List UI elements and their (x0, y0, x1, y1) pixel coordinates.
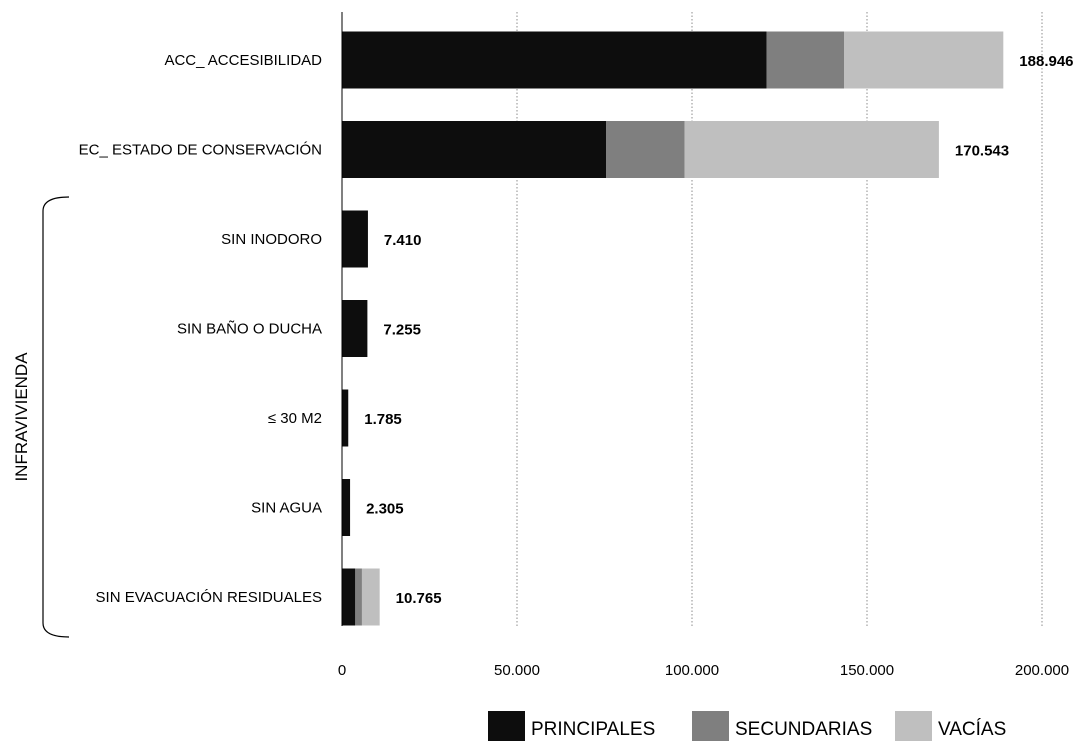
total-label-0: 188.946 (1019, 53, 1073, 70)
group-bracket: INFRAVIVIENDA (12, 197, 69, 637)
x-tick-label-0: 0 (338, 662, 346, 679)
legend-label-1: SECUNDARIAS (735, 719, 872, 740)
category-label-4: ≤ 30 M2 (268, 410, 322, 427)
x-tick-labels: 0 50.000 100.000 150.000 200.000 (338, 662, 1069, 679)
total-label-4: 1.785 (364, 411, 402, 428)
x-tick-label-4: 200.000 (1015, 662, 1069, 679)
bar-1-0 (342, 121, 606, 178)
category-label-0: ACC_ ACCESIBILIDAD (164, 52, 322, 69)
category-label-3: SIN BAÑO O DUCHA (177, 321, 322, 338)
x-tick-label-1: 50.000 (494, 662, 540, 679)
legend-swatch-1 (692, 711, 729, 741)
bar-5-0 (342, 479, 350, 536)
legend-swatch-2 (895, 711, 932, 741)
legend: PRINCIPALES SECUNDARIAS VACÍAS (488, 711, 1006, 741)
category-label-2: SIN INODORO (221, 231, 322, 248)
group-bracket-line (43, 197, 69, 637)
total-label-1: 170.543 (955, 143, 1009, 160)
category-labels: ACC_ ACCESIBILIDAD EC_ ESTADO DE CONSERVA… (79, 52, 323, 606)
group-label: INFRAVIVIENDA (12, 352, 31, 482)
bar-4-0 (342, 390, 348, 447)
bar-0-0 (342, 32, 767, 89)
bar-2-0 (342, 211, 368, 268)
category-label-1: EC_ ESTADO DE CONSERVACIÓN (79, 142, 322, 159)
bar-0-2 (844, 32, 1003, 89)
category-label-6: SIN EVACUACIÓN RESIDUALES (96, 589, 322, 606)
total-label-2: 7.410 (384, 232, 422, 249)
gridlines (517, 12, 1042, 626)
bar-3-0 (342, 300, 367, 357)
x-tick-label-3: 150.000 (840, 662, 894, 679)
legend-swatch-0 (488, 711, 525, 741)
bar-1-1 (606, 121, 684, 178)
bar-0-1 (767, 32, 845, 89)
bars (342, 32, 1003, 626)
bar-6-2 (362, 569, 380, 626)
bar-6-0 (342, 569, 355, 626)
bar-6-1 (355, 569, 362, 626)
legend-label-2: VACÍAS (938, 719, 1006, 740)
total-label-5: 2.305 (366, 501, 404, 518)
total-label-3: 7.255 (383, 322, 421, 339)
bar-1-2 (685, 121, 939, 178)
x-tick-label-2: 100.000 (665, 662, 719, 679)
category-label-5: SIN AGUA (251, 500, 322, 517)
legend-label-0: PRINCIPALES (531, 719, 655, 740)
total-label-6: 10.765 (396, 590, 442, 607)
